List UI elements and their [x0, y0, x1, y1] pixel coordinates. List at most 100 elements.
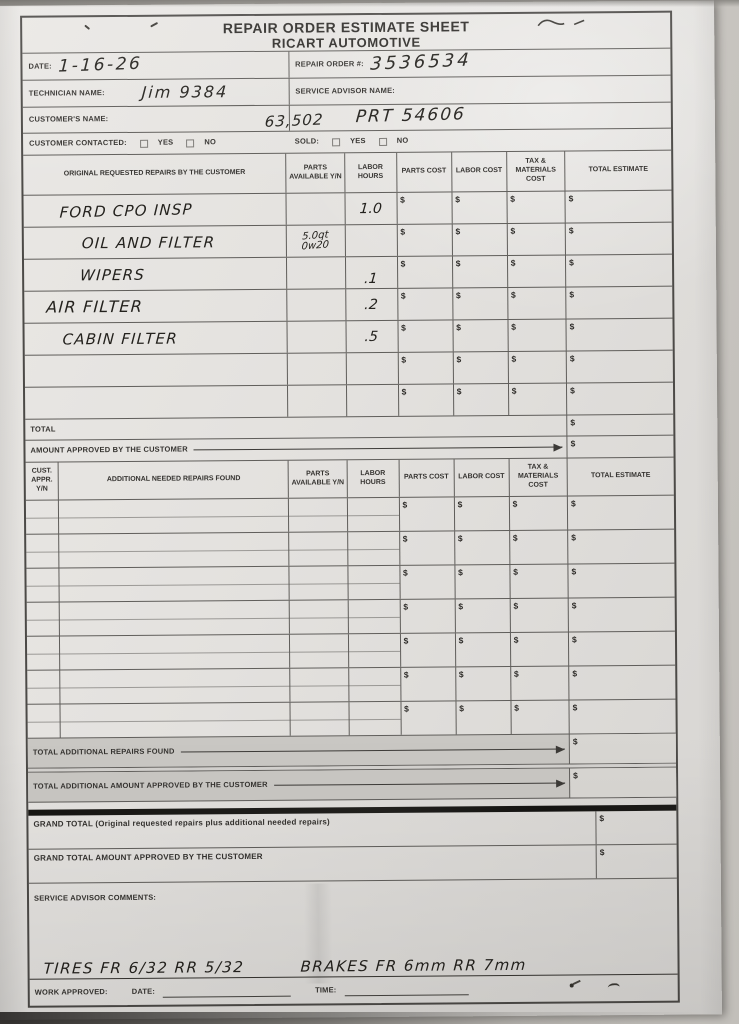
spacer [56, 426, 567, 430]
tax-materials-cell: $ [509, 564, 568, 598]
parts-available-cell [287, 353, 346, 385]
tax-materials-cell: $ [510, 700, 569, 734]
parts-cost-cell: $ [397, 352, 453, 384]
customer-contacted-label: CUSTOMER CONTACTED: [29, 138, 127, 149]
table-row: $ $ $ $ [27, 665, 676, 705]
tires-note-handwriting: TIRES FR 6/32 RR 5/32 [43, 958, 245, 978]
dollar-sign: $ [572, 736, 578, 747]
dollar-sign: $ [455, 226, 461, 237]
dollar-sign: $ [571, 634, 577, 645]
dollar-sign: $ [404, 703, 409, 714]
table-row: $ $ $ $ [24, 382, 674, 420]
parts-available-cell [287, 385, 346, 417]
advisor-number-handwriting: PRT 54606 [354, 103, 467, 127]
footer-time-label: TIME: [315, 985, 337, 995]
dollar-sign: $ [455, 258, 461, 269]
tax-materials-cell: $ [506, 223, 566, 255]
col-tax-materials: TAX & MATERIALS COST [505, 151, 565, 191]
table-row: $ $ $ $ [26, 597, 675, 637]
service-advisor-label: SERVICE ADVISOR NAME: [295, 85, 396, 96]
parts-cost-cell: $ [396, 192, 452, 224]
repair-description-cell [25, 354, 288, 387]
repair-description-handwriting: OIL AND FILTER [81, 232, 216, 252]
dollar-sign: $ [569, 321, 575, 332]
pen-mark [569, 983, 574, 988]
parts-cost-cell: $ [396, 288, 453, 320]
dollar-sign: $ [569, 353, 575, 364]
grand-total-approved-box: $ [595, 844, 677, 879]
sold-label: SOLD: [294, 136, 320, 147]
dollar-sign: $ [456, 386, 462, 397]
dollar-sign: $ [572, 702, 578, 713]
amount-approved-label: AMOUNT APPROVED BY THE CUSTOMER [30, 444, 188, 456]
parts-cost-cell: $ [399, 667, 456, 701]
dollar-sign: $ [401, 386, 407, 397]
repair-description-cell: AIR FILTER [24, 290, 287, 323]
dollar-sign: $ [403, 635, 409, 646]
repair-description-cell: WIPERS [24, 258, 287, 291]
repair-order-field: REPAIR ORDER #: 3536534 [288, 48, 671, 78]
dollar-sign: $ [458, 601, 464, 612]
dollar-sign: $ [568, 225, 574, 236]
dollar-sign: $ [599, 813, 605, 824]
col-total-estimate: TOTAL ESTIMATE [564, 150, 672, 191]
repair-order-form: REPAIR ORDER ESTIMATE SHEET RICART AUTOM… [20, 10, 680, 1008]
repair-description-cell: CABIN FILTER [24, 322, 287, 355]
parts-cost-cell: $ [397, 384, 453, 416]
total-estimate-cell: $ [564, 222, 672, 255]
dollar-sign: $ [510, 257, 516, 268]
total-estimate-cell: $ [567, 563, 675, 598]
table-row: WIPERS .1 $ $ $ $ [23, 254, 673, 292]
dollar-sign: $ [514, 702, 520, 713]
total-estimate-cell: $ [567, 597, 675, 632]
table-row: AIR FILTER .2 $ $ $ $ [24, 286, 673, 324]
dollar-sign: $ [599, 847, 605, 858]
dollar-sign: $ [458, 567, 463, 578]
yes-label: YES [157, 137, 174, 148]
col-parts-available: PARTS AVAILABLE Y/N [288, 460, 347, 498]
dollar-sign: $ [571, 532, 576, 543]
date-signature-line [163, 985, 292, 998]
total-estimate-cell: $ [565, 318, 673, 351]
customer-value-handwriting: 63,502 [264, 109, 325, 131]
parts-available-cell [286, 257, 345, 289]
labor-hours-cell: .2 [344, 288, 398, 321]
repair-order-label: REPAIR ORDER #: [295, 58, 364, 69]
photo-top-shadow [0, 0, 739, 7]
paper-sheet: REPAIR ORDER ESTIMATE SHEET RICART AUTOM… [0, 0, 722, 1020]
dollar-sign: $ [400, 226, 406, 237]
parts-note-handwriting: 5.0qt 0w20 [301, 229, 330, 253]
total-estimate-cell: $ [568, 699, 676, 734]
parts-cost-cell: $ [398, 565, 455, 599]
technician-field: TECHNICIAN NAME: Jim 9384 [23, 79, 289, 107]
dollar-sign: $ [513, 668, 519, 679]
parts-available-cell [286, 321, 346, 353]
dollar-sign: $ [400, 258, 406, 269]
labor-cost-cell: $ [451, 287, 508, 320]
work-approved-label: WORK APPROVED: [34, 986, 108, 997]
labor-cost-cell: $ [454, 598, 510, 633]
brakes-note-handwriting: BRAKES FR 6mm RR 7mm [299, 955, 528, 976]
total-amount-box: $ [566, 414, 674, 436]
comments-blank-area [29, 899, 677, 950]
col-parts-cost: PARTS COST [395, 152, 452, 192]
form-title-box: REPAIR ORDER ESTIMATE SHEET RICART AUTOM… [22, 12, 671, 54]
total-estimate-cell: $ [564, 190, 672, 223]
dollar-sign: $ [402, 567, 408, 578]
customer-contacted-yes-checkbox [139, 139, 148, 148]
table-row: OIL AND FILTER 5.0qt 0w20 $ $ $ $ [23, 222, 672, 260]
repair-order-value-handwriting: 3536534 [370, 49, 473, 75]
labor-cost-cell: $ [454, 632, 510, 667]
dollar-sign: $ [400, 194, 405, 205]
parts-available-cell [285, 193, 345, 225]
date-field: DATE: 1-16-26 [22, 52, 288, 80]
dollar-sign: $ [570, 385, 575, 396]
grand-total-box: $ [595, 810, 677, 845]
col-parts-cost: PARTS COST [398, 459, 454, 497]
repair-description-cell: FORD CPO INSP [23, 194, 286, 227]
repair-description-handwriting: CABIN FILTER [62, 329, 179, 348]
amount-approved-box: $ [566, 435, 674, 458]
repair-description-cell: OIL AND FILTER [24, 226, 287, 259]
original-table-header: ORIGINAL REQUESTED REPAIRS BY THE CUSTOM… [23, 150, 672, 196]
date-label: DATE: [28, 61, 52, 71]
